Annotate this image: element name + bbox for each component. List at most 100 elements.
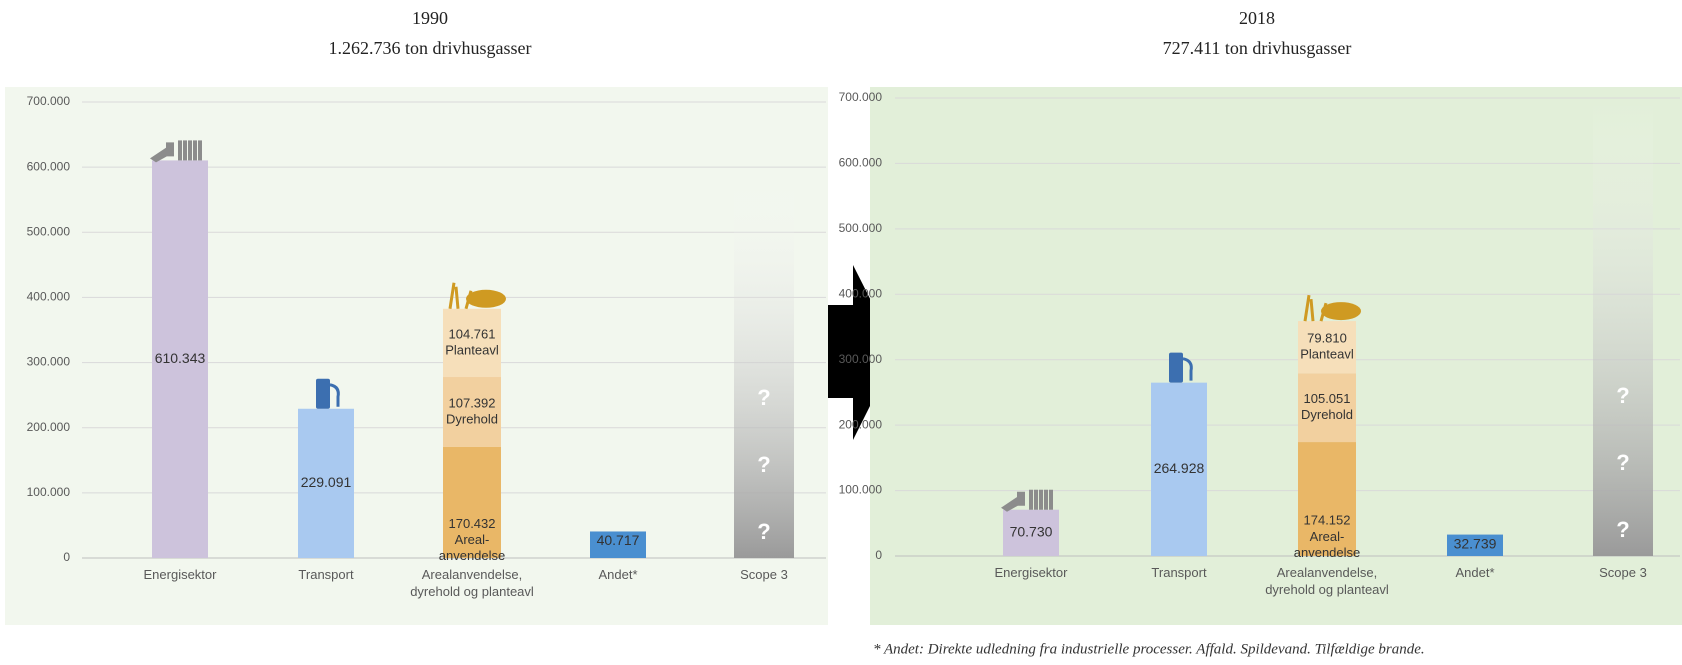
value-label: 610.343 [155, 350, 206, 366]
segment-label-box: Areal-anvendelse [1293, 529, 1361, 561]
x-tick-label: Scope 3 [740, 567, 788, 582]
radiator-icon [1039, 489, 1043, 510]
unknown-mark: ? [1616, 383, 1629, 408]
value-label: 174.152 [1304, 512, 1351, 527]
y-tick-label: 700.000 [839, 90, 883, 104]
wheat-icon [1303, 294, 1328, 322]
scope-bar [1593, 100, 1653, 556]
y-tick-label: 400.000 [839, 286, 883, 300]
radiator-icon [198, 140, 202, 161]
icon [150, 140, 202, 163]
x-tick-label: Transport [1151, 565, 1207, 580]
segment-label: Dyrehold [1301, 407, 1353, 422]
value-label: 70.730 [1010, 524, 1053, 540]
radiator-icon [193, 140, 197, 161]
plug-icon [150, 142, 174, 163]
y-tick-label: 200.000 [27, 420, 71, 434]
stack-segment [443, 377, 501, 447]
chart-title: 2018 [1239, 8, 1275, 28]
value-label: 170.432 [449, 516, 496, 531]
segment-label: Areal-anvendelse [1293, 529, 1361, 561]
value-label: 104.761 [449, 326, 496, 341]
x-label-box: Transport [298, 567, 354, 582]
radiator-icon [1029, 489, 1033, 510]
plug-icon [1001, 491, 1025, 512]
segment-label-box: Areal-anvendelse [438, 532, 506, 564]
value-label: 264.928 [1154, 460, 1205, 476]
unknown-mark: ? [757, 519, 770, 544]
wheat-icon [448, 282, 473, 310]
pump-hose [329, 383, 340, 407]
y-tick-label: 200.000 [839, 417, 883, 431]
stack-segment [1298, 373, 1356, 443]
unknown-mark: ? [757, 385, 770, 410]
value-label: 40.717 [597, 532, 640, 548]
value-label: 105.051 [1304, 391, 1351, 406]
plot-background [5, 87, 828, 625]
segment-label: Planteavl [1300, 347, 1354, 362]
bar [298, 408, 354, 558]
x-label-box: Energisektor [994, 565, 1068, 580]
icon [1001, 489, 1053, 512]
segment-label: Areal-anvendelse [438, 532, 506, 564]
x-label-box: Scope 3 [1599, 565, 1647, 580]
value-label: 32.739 [1454, 535, 1497, 551]
y-tick-label: 500.000 [839, 221, 883, 235]
radiator-icon [1044, 489, 1048, 510]
pump-hose [1182, 357, 1193, 381]
radiator-icon [178, 140, 182, 161]
pump-icon [1169, 352, 1183, 383]
icon [448, 282, 506, 310]
y-tick-label: 600.000 [839, 156, 883, 170]
icon [1303, 294, 1361, 322]
radiator-icon [1034, 489, 1038, 510]
pig-icon [1321, 302, 1361, 321]
bar [1003, 509, 1059, 556]
plot-background [870, 87, 1682, 625]
y-tick-label: 500.000 [27, 224, 71, 238]
y-tick-label: 0 [63, 550, 70, 564]
x-label-box: Andet* [598, 567, 638, 582]
x-tick-label: Transport [298, 567, 354, 582]
bar [1447, 534, 1503, 556]
x-tick-label: Arealanvendelse, dyrehold og planteavl [1265, 565, 1389, 597]
arrow [810, 265, 897, 440]
radiator-icon [1049, 489, 1053, 510]
unknown-mark: ? [1616, 517, 1629, 542]
segment-label: Dyrehold [446, 411, 498, 426]
y-tick-label: 100.000 [839, 483, 883, 497]
value-label: 79.810 [1307, 331, 1347, 346]
x-tick-label: Andet* [1455, 565, 1495, 580]
x-label-box: Arealanvendelse, dyrehold og planteavl [410, 567, 534, 599]
x-label-box: Arealanvendelse, dyrehold og planteavl [1265, 565, 1389, 597]
x-tick-label: Energisektor [994, 565, 1068, 580]
y-tick-label: 600.000 [27, 159, 71, 173]
bar [152, 160, 208, 558]
stack-segment [443, 308, 501, 378]
y-tick-label: 400.000 [27, 290, 71, 304]
x-label-box: Scope 3 [740, 567, 788, 582]
y-tick-label: 700.000 [27, 94, 71, 108]
x-label-box: Energisektor [144, 567, 217, 582]
pump-icon [316, 378, 330, 409]
y-tick-label: 100.000 [27, 485, 71, 499]
bar [1151, 382, 1207, 556]
stack-segment [443, 446, 501, 558]
value-label: 229.091 [301, 474, 352, 490]
scope-bar [734, 175, 794, 558]
x-tick-label: Scope 3 [1599, 565, 1647, 580]
unknown-mark: ? [1616, 450, 1629, 475]
unknown-mark: ? [757, 452, 770, 477]
y-tick-label: 300.000 [839, 352, 883, 366]
radiator-icon [183, 140, 187, 161]
footnote: * Andet: Direkte udledning fra industrie… [873, 641, 1425, 657]
icon [316, 378, 340, 409]
icon [1169, 352, 1193, 383]
bar [590, 531, 646, 558]
segment-label: Planteavl [445, 342, 499, 357]
x-tick-label: Arealanvendelse, dyrehold og planteavl [410, 567, 534, 599]
x-label-box: Andet* [1455, 565, 1495, 580]
x-tick-label: Andet* [598, 567, 638, 582]
